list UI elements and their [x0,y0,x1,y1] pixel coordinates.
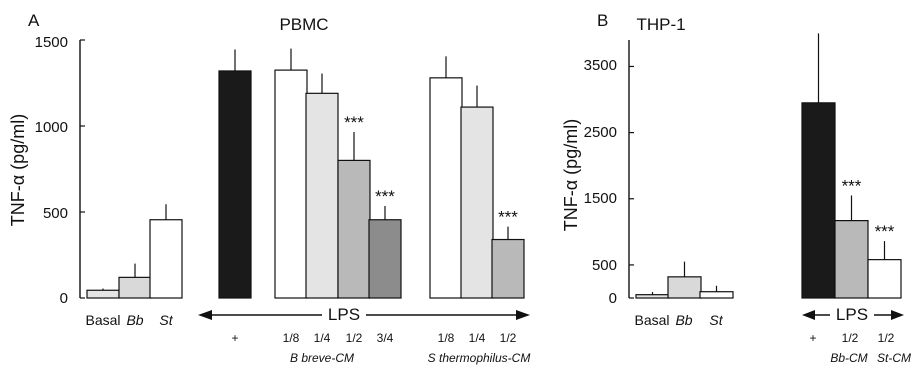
panel-a-significance-label: *** [498,208,518,227]
panel-b-letter: B [597,11,608,30]
panel-a-y-axis-label: TNF-α (pg/ml) [8,114,28,226]
panel-b-group-label: Bb-CM [830,351,867,365]
panel-a-conc-label: 1/2 [346,331,363,345]
panel-b-bar [699,291,734,299]
panel-a-lps-arrow-right-head [516,310,530,320]
panel-b-ytick-label: 2500 [584,124,617,141]
panel-b-group-label: St-CM [877,351,911,365]
panel-a-bar [337,159,371,299]
panel-b-significance-label: *** [842,176,862,195]
panel-b-lps-plus: + [809,331,816,345]
panel-a-bar [149,219,183,299]
panel-a-significance-label: *** [344,113,364,132]
panel-b-ytick-label: 500 [592,257,617,274]
panel-a-conc-label: 3/4 [377,331,394,345]
panel-b-category-bb: Bb [675,312,692,328]
panel-a-bar [429,77,463,299]
panel-b-ytick-label: 0 [609,290,617,307]
panel-b-bar [667,276,702,299]
panel-b-bar [801,102,836,299]
panel-a-bar [368,219,402,299]
panel-b-category-st: St [709,312,723,328]
panel-a-lps-arrow-left-head [198,310,212,320]
panel-b-bar [867,259,902,299]
panel-a-category-st: St [159,312,173,328]
panel-b-conc-label: 1/2 [878,331,895,345]
panel-a-bar [218,70,252,299]
panel-a-conc-label: 1/4 [469,331,486,345]
panel-a-significance-label: *** [375,187,395,206]
panel-b-ytick-label: 1500 [584,190,617,207]
panel-b-significance-label: *** [875,222,895,241]
panel-b-category-basal: Basal [634,312,669,328]
panel-a-ytick-label: 1500 [35,34,68,51]
panel-a-bar [491,238,525,299]
panel-a-bar [118,276,152,299]
panel-a-category-basal: Basal [85,312,120,328]
panel-a-bar [460,106,494,299]
panel-b-lps-arrow: LPS [802,305,904,324]
panel-b: B THP-1 TNF-α (pg/ml) 0 500 1500 2500 35… [561,11,911,365]
panel-b-lps-label: LPS [836,305,868,324]
panel-a-ytick-label: 1000 [35,119,68,136]
panel-a-group-label: B breve-CM [290,351,354,365]
panel-a-ytick-label: 500 [43,205,68,222]
panel-a-bar [305,92,339,299]
panel-a-bars: *** *** *** [80,39,525,299]
panel-a: A PBMC TNF-α (pg/ml) 0 500 1000 1500 ***… [8,11,530,365]
panel-b-bars: *** *** [629,33,902,299]
panel-a-title: PBMC [279,15,328,34]
panel-a-lps-arrow: LPS [198,305,530,324]
panel-b-lps-arrow-right-head [891,310,904,320]
panel-a-ytick-label: 0 [60,290,68,307]
panel-a-letter: A [28,11,40,30]
panel-b-ytick-label: 3500 [584,57,617,74]
panel-a-conc-label: 1/8 [438,331,455,345]
panel-b-conc-label: 1/2 [842,331,859,345]
panel-a-lps-label: LPS [328,305,360,324]
panel-a-conc-label: 1/2 [500,331,517,345]
panel-b-bar [635,294,670,299]
panel-a-lps-plus: + [231,331,238,345]
panel-a-category-bb: Bb [126,312,143,328]
panel-b-bar [834,220,869,299]
panel-b-lps-arrow-left-head [802,310,815,320]
panel-a-group-label: S thermophilus-CM [428,351,531,365]
panel-a-conc-label: 1/4 [314,331,331,345]
panel-b-title: THP-1 [636,15,685,34]
panel-a-bar [86,289,120,299]
panel-a-conc-label: 1/8 [283,331,300,345]
panel-a-bar [274,69,308,299]
panel-b-y-axis-label: TNF-α (pg/ml) [561,119,581,231]
